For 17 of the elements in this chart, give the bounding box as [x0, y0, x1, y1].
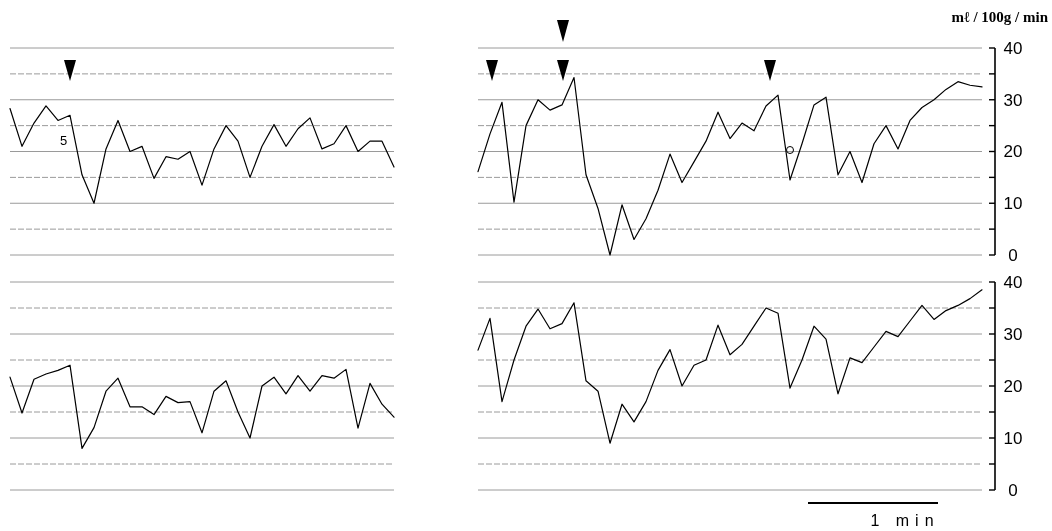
- y-tick-label: 30: [1003, 324, 1023, 344]
- y-tick-label: 0: [1008, 480, 1018, 500]
- y-tick-label: 30: [1003, 90, 1023, 110]
- y-axis-title: mℓ / 100g / min: [951, 9, 1049, 25]
- line-series: [9, 105, 395, 204]
- y-tick-label: 40: [1003, 38, 1023, 58]
- y-tick-label: 20: [1003, 142, 1023, 162]
- text: 1 min: [870, 512, 940, 529]
- y-tick-label: 20: [1003, 376, 1023, 396]
- line-series: [477, 76, 983, 256]
- line-series: [9, 364, 395, 449]
- y-tick-label: 0: [1008, 245, 1018, 265]
- y-tick-label: 40: [1003, 272, 1023, 292]
- annotation: 5: [60, 133, 68, 148]
- y-tick-label: 10: [1003, 194, 1023, 214]
- line-series: [477, 289, 983, 444]
- y-tick-label: 10: [1003, 428, 1023, 448]
